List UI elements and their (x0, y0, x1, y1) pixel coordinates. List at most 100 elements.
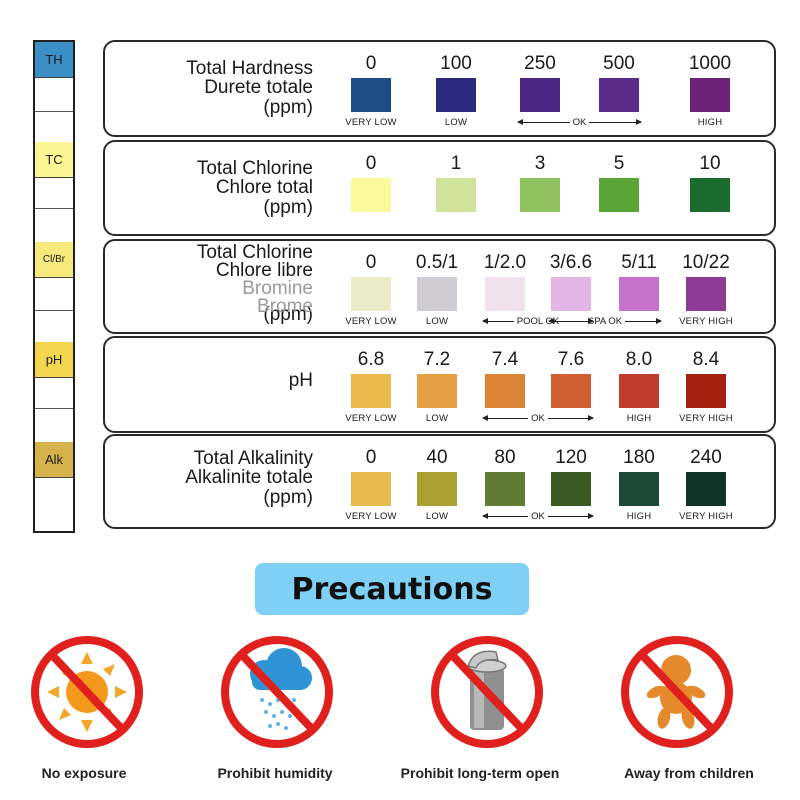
scale-value: 10 (699, 153, 721, 174)
color-swatch (351, 277, 391, 311)
color-swatch (619, 277, 659, 311)
scale-value: 10/22 (682, 252, 730, 273)
color-swatch (690, 178, 730, 212)
scale-value: 1 (450, 153, 462, 174)
scale-value: 1/2.0 (483, 252, 527, 273)
level-label: HIGH (626, 413, 652, 424)
range-indicator: OK (481, 413, 595, 424)
scale-value: 0.5/1 (415, 252, 459, 273)
panel-title-line: (ppm) (263, 487, 313, 508)
color-swatch (417, 374, 457, 408)
color-swatch (520, 78, 560, 112)
color-swatch (520, 178, 560, 212)
level-label: VERY HIGH (679, 511, 733, 522)
panel-ph: pH 6.8 VERY LOW 7.2 LOW 7.4 7.6 8.0 HIGH 8.4 VERY … (103, 336, 776, 433)
level-label: VERY LOW (345, 413, 397, 424)
level-label: HIGH (626, 511, 652, 522)
strip-divider (35, 408, 73, 409)
scale-value: 8.0 (625, 349, 653, 370)
strip-pad-ph: pH (35, 342, 73, 378)
level-label: VERY LOW (345, 511, 397, 522)
color-swatch (485, 472, 525, 506)
panel-title-line: Total Chlorine (196, 158, 313, 179)
panel-title-line: Chlore libre (215, 260, 313, 281)
scale-value: 3 (534, 153, 546, 174)
scale-value: 80 (494, 447, 516, 468)
color-swatch (351, 374, 391, 408)
range-label: SPA OK (587, 316, 623, 327)
strip-pad-th: TH (35, 42, 73, 78)
color-swatch (551, 374, 591, 408)
baby-icon (612, 630, 742, 760)
scale-value: 0 (365, 252, 377, 273)
level-label: VERY HIGH (679, 413, 733, 424)
color-swatch (417, 472, 457, 506)
panel-title-line: Total Hardness (186, 58, 313, 79)
caption-away-from-children: Away from children (624, 765, 754, 781)
level-label: LOW (444, 117, 468, 128)
range-indicator: OK (517, 117, 642, 128)
strip-pad-cl-br: Cl/Br (35, 242, 73, 278)
scale-value: 5 (613, 153, 625, 174)
panel-total-hardness: Total Hardness Durete totale (ppm) 0 VERY LO… (103, 40, 776, 137)
strip-divider (35, 310, 73, 311)
panel-title-grey: Bromine (242, 278, 313, 299)
color-swatch (436, 78, 476, 112)
panel-title-line: (ppm) (263, 197, 313, 218)
scale-value: 7.2 (423, 349, 451, 370)
color-swatch (351, 472, 391, 506)
range-indicator: OK (481, 511, 595, 522)
color-swatch (686, 277, 726, 311)
scale-value: 0 (365, 153, 377, 174)
strip-pad-tc: TC (35, 142, 73, 178)
caption-prohibit-long-term-open: Prohibit long-term open (400, 765, 560, 781)
range-label: OK (531, 511, 545, 522)
caption-no-exposure: No exposure (41, 765, 127, 781)
scale-value: 5/11 (621, 252, 657, 273)
scale-value: 7.6 (557, 349, 585, 370)
scale-value: 8.4 (692, 349, 720, 370)
color-swatch (351, 178, 391, 212)
sun-icon (22, 630, 152, 760)
scale-value: 40 (426, 447, 448, 468)
level-label: VERY LOW (345, 117, 397, 128)
open-container-icon (422, 630, 552, 760)
panel-free-chlorine-bromine: Total Chlorine Chlore libre (ppm) Bromine Br… (103, 239, 776, 334)
panel-title-line: Total Alkalinity (193, 448, 313, 469)
panel-title-line: Total Chlorine (196, 242, 313, 263)
level-label: VERY HIGH (679, 316, 733, 327)
color-swatch (485, 374, 525, 408)
scale-value: 100 (440, 53, 472, 74)
range-label: OK (531, 413, 545, 424)
strip-divider (35, 111, 73, 112)
range-indicator: SPA OK (548, 316, 662, 327)
scale-value: 7.4 (491, 349, 519, 370)
color-swatch (436, 178, 476, 212)
panel-title-grey: Brome (257, 296, 313, 317)
color-swatch (686, 374, 726, 408)
color-swatch (351, 78, 391, 112)
panel-title-line: pH (288, 370, 313, 391)
level-label: LOW (425, 316, 449, 327)
scale-value: 180 (623, 447, 655, 468)
scale-value: 250 (524, 53, 556, 74)
panel-title-line: (ppm) (263, 304, 313, 325)
panel-title-line: Chlore total (215, 177, 313, 198)
level-label: LOW (425, 511, 449, 522)
panel-total-alkalinity: Total Alkalinity Alkalinite totale (ppm) 0 V… (103, 434, 776, 529)
strip-divider (35, 208, 73, 209)
scale-value: 240 (690, 447, 722, 468)
scale-value: 6.8 (357, 349, 385, 370)
scale-value: 3/6.6 (549, 252, 593, 273)
color-swatch (690, 78, 730, 112)
scale-value: 0 (365, 447, 377, 468)
color-swatch (599, 78, 639, 112)
color-swatch (551, 472, 591, 506)
rain-cloud-icon (212, 630, 342, 760)
panel-total-chlorine: Total Chlorine Chlore total (ppm) 0 1 3 5 10 (103, 140, 776, 236)
caption-prohibit-humidity: Prohibit humidity (217, 765, 333, 781)
panel-title-line: Alkalinite totale (185, 467, 313, 488)
color-swatch (619, 472, 659, 506)
precautions-title: Precautions (255, 563, 529, 615)
scale-value: 500 (603, 53, 635, 74)
